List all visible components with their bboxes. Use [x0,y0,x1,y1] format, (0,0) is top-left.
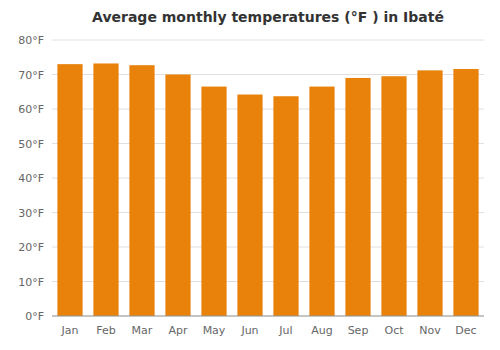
x-tick-label: Aug [311,324,332,337]
x-tick-label: Mar [132,324,153,337]
x-tick-label: Dec [455,324,476,337]
bar [345,78,370,316]
x-tick-label: Sep [348,324,369,337]
y-axis: 0°F 10°F 20°F 30°F 40°F 50°F 60°F 70°F 80°F [18,34,484,323]
chart-container: Average monthly temperatures (°F ) in Ib… [0,0,500,350]
bar [381,76,406,316]
bars [57,63,478,316]
bar [57,64,82,316]
grid-line [52,40,484,41]
y-tick-label: 20°F [18,241,44,254]
bar [93,63,118,316]
bar [273,96,298,316]
x-tick-label: Jan [61,324,79,337]
y-tick-label: 80°F [18,34,44,47]
bar [129,65,154,316]
x-axis-line [52,316,484,317]
bar [417,70,442,316]
x-tick-label: Apr [168,324,188,337]
y-tick-label: 10°F [18,276,44,289]
bar [201,87,226,316]
x-tick-label: Oct [384,324,404,337]
x-tick-label: Nov [419,324,441,337]
y-tick-label: 40°F [18,172,44,185]
y-tick-label: 70°F [18,69,44,82]
bar [453,69,478,316]
x-tick-label: Jul [278,324,292,337]
bar [237,95,262,316]
x-tick-label: Jun [240,324,258,337]
x-tick-label: Feb [96,324,115,337]
bar [309,87,334,316]
x-tick-label: May [203,324,226,337]
grid-line [52,316,484,317]
y-tick-label: 50°F [18,138,44,151]
x-axis: Jan Feb Mar Apr May Jun Jul Aug Sep Oct Nov Dec [61,324,477,337]
chart: Average monthly temperatures (°F ) in Ib… [0,0,500,350]
bar [165,75,190,317]
title: Average monthly temperatures (°F ) in Ib… [92,9,444,25]
y-tick-label: 60°F [18,103,44,116]
y-tick-label: 30°F [18,207,44,220]
y-tick-label: 0°F [25,310,44,323]
